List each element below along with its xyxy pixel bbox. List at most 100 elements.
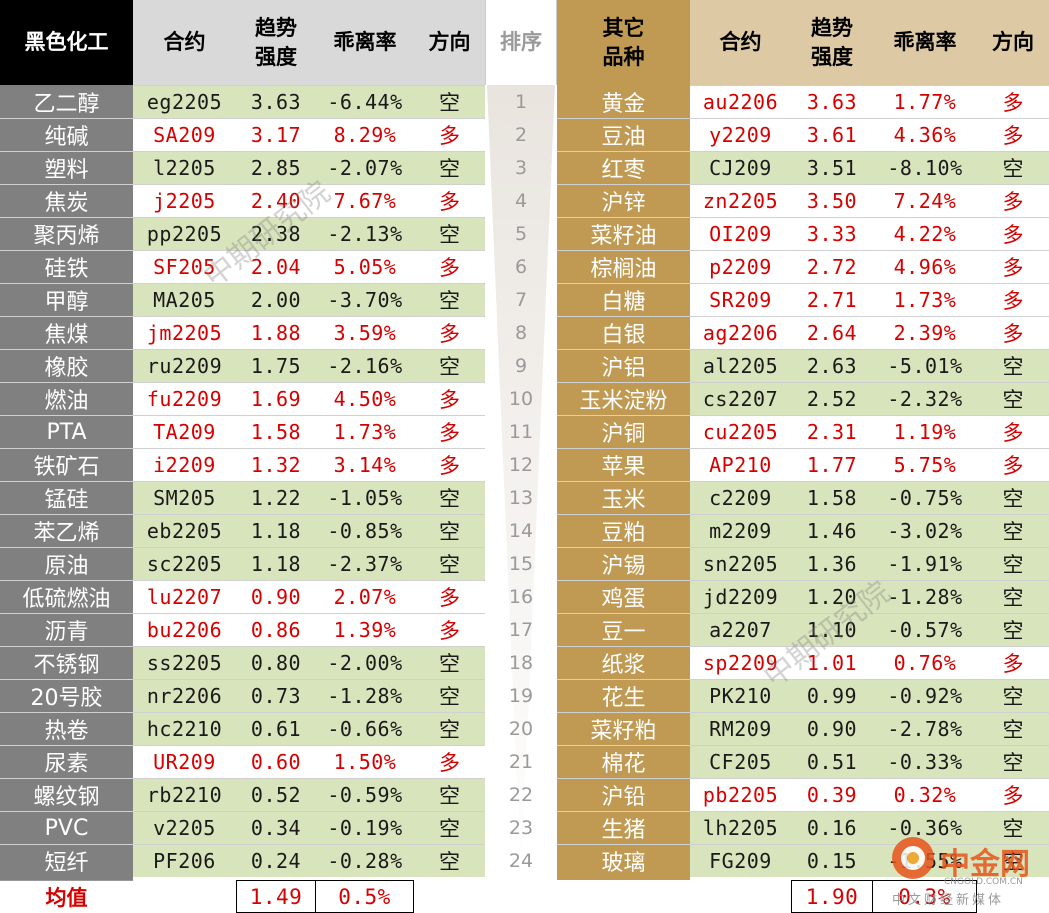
- left-direction-cell: 多: [414, 415, 485, 448]
- left-deviation-cell: 3.14%: [316, 448, 414, 481]
- left-direction-cell: 多: [414, 184, 485, 217]
- cngold-logo-sub: CNGOLD.COM.CN: [944, 877, 1023, 887]
- right-deviation-cell: -0.57%: [873, 613, 977, 646]
- right-trend-cell: 1.36: [791, 547, 873, 580]
- left-category-name: PTA: [0, 415, 133, 448]
- right-deviation-cell: -3.02%: [873, 514, 977, 547]
- right-direction-cell: 多: [977, 283, 1049, 316]
- left-contract-cell: eb2205: [133, 514, 236, 547]
- right-category-name: 沪铜: [557, 415, 690, 448]
- right-category-name: 黄金: [601, 91, 646, 117]
- right-trend-cell: 2.31: [791, 415, 873, 448]
- right-deviation-cell: 4.22%: [873, 217, 977, 250]
- right-direction-cell: 空: [977, 349, 1049, 382]
- right-deviation-cell: 4.96%: [873, 250, 977, 283]
- right-contract-cell: CF205: [690, 745, 791, 778]
- left-direction-cell: 空: [414, 646, 485, 679]
- left-category-name: 原油: [0, 547, 133, 580]
- left-contract-cell: j2205: [133, 184, 236, 217]
- right-direction-cell: 空: [977, 580, 1049, 613]
- left-contract-cell: nr2206: [133, 679, 236, 712]
- right-category-name: 沪锌: [557, 184, 690, 217]
- right-contract-cell: OI209: [690, 217, 791, 250]
- right-contract-cell: pb2205: [690, 778, 791, 811]
- right-direction-cell: 多: [977, 448, 1049, 481]
- right-trend-cell: 1.77: [791, 448, 873, 481]
- right-category-name: 白银: [557, 316, 690, 349]
- left-category-name: 苯乙烯: [0, 514, 133, 547]
- right-direction-cell: 多: [977, 646, 1049, 679]
- left-category-name: 聚丙烯: [0, 217, 133, 250]
- left-contract-cell: SF205: [133, 250, 236, 283]
- rank-number: 23: [508, 816, 534, 839]
- right-category-header: 其它 品种: [557, 0, 690, 85]
- right-trend-cell: 1.20: [791, 580, 873, 613]
- left-direction-cell: 多: [414, 448, 485, 481]
- left-deviation-cell: 1.39%: [316, 613, 414, 646]
- right-contract-cell: ag2206: [690, 316, 791, 349]
- right-category-name: 沪铅: [557, 778, 690, 811]
- rank-number: 7: [514, 288, 528, 311]
- right-category-name: 豆粕: [557, 514, 690, 547]
- right-category-name: 玻璃: [557, 844, 690, 877]
- left-deviation-cell: -2.13%: [316, 217, 414, 250]
- right-deviation-cell: -0.75%: [873, 481, 977, 514]
- right-category-name: 生猪: [557, 811, 690, 844]
- rank-number: 16: [508, 585, 534, 608]
- left-deviation-cell: -1.05%: [316, 481, 414, 514]
- left-category-name: 燃油: [0, 382, 133, 415]
- left-direction-cell: 多: [414, 382, 485, 415]
- left-trend-cell: 2.04: [236, 250, 316, 283]
- right-deviation-cell: -0.36%: [873, 811, 977, 844]
- right-direction-cell: 空: [977, 151, 1049, 184]
- right-category-name: 豆一: [557, 613, 690, 646]
- left-trend-cell: 1.18: [236, 514, 316, 547]
- left-contract-cell: pp2205: [133, 217, 236, 250]
- left-direction-cell: 空: [414, 481, 485, 514]
- right-direction-cell: 多: [977, 184, 1049, 217]
- rank-title: 排序: [500, 30, 542, 54]
- left-contract-cell: MA205: [133, 283, 236, 316]
- left-trend-cell: 2.38: [236, 217, 316, 250]
- left-direction-cell: 多: [414, 580, 485, 613]
- left-deviation-cell: 1.73%: [316, 415, 414, 448]
- right-category-name: 红枣: [557, 151, 690, 184]
- right-deviation-cell: 1.77%: [873, 85, 977, 118]
- right-contract-cell: y2209: [690, 118, 791, 151]
- left-direction-cell: 多: [414, 613, 485, 646]
- right-trend-title-1: 趋势: [811, 15, 853, 40]
- left-contract-cell: SA209: [133, 118, 236, 151]
- left-category-name: 20号胶: [0, 679, 133, 712]
- right-contract-cell: c2209: [690, 481, 791, 514]
- left-category-name: 橡胶: [0, 349, 133, 382]
- right-deviation-cell: -1.28%: [873, 580, 977, 613]
- left-deviation-cell: 8.29%: [316, 118, 414, 151]
- right-trend-cell: 3.33: [791, 217, 873, 250]
- left-direction-cell: 空: [414, 283, 485, 316]
- right-trend-cell: 0.16: [791, 811, 873, 844]
- left-category-name: 短纤: [0, 844, 133, 877]
- right-direction-title: 方向: [992, 30, 1034, 54]
- left-contract-cell: lu2207: [133, 580, 236, 613]
- right-direction-header: 方向: [977, 0, 1049, 85]
- left-deviation-cell: -0.28%: [316, 844, 414, 877]
- right-deviation-header: 乖离率: [873, 0, 977, 85]
- left-deviation-cell: 3.59%: [316, 316, 414, 349]
- left-category-name: 纯碱: [0, 118, 133, 151]
- left-direction-cell: 空: [414, 844, 485, 877]
- right-category-name: 玉米淀粉: [557, 382, 690, 415]
- left-trend-cell: 0.73: [236, 679, 316, 712]
- right-category-name: 纸浆: [557, 646, 690, 679]
- right-deviation-cell: 0.76%: [873, 646, 977, 679]
- right-trend-cell: 1.01: [791, 646, 873, 679]
- right-deviation-cell: 2.39%: [873, 316, 977, 349]
- left-trend-cell: 1.75: [236, 349, 316, 382]
- left-trend-cell: 0.90: [236, 580, 316, 613]
- right-category-name: 苹果: [557, 448, 690, 481]
- right-category-name: 花生: [557, 679, 690, 712]
- left-deviation-cell: -0.85%: [316, 514, 414, 547]
- rank-gradient-triangle: [487, 85, 555, 880]
- left-category-name: 锰硅: [0, 481, 133, 514]
- left-deviation-cell: 4.50%: [316, 382, 414, 415]
- right-contract-cell: p2209: [690, 250, 791, 283]
